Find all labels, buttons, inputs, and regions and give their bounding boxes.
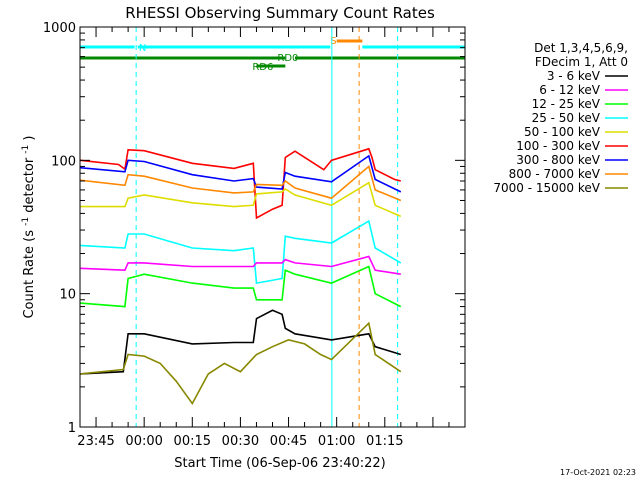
footer-date: 17-Oct-2021 02:23	[560, 468, 636, 477]
x-axis-label: Start Time (06-Sep-06 23:40:22)	[174, 456, 385, 471]
legend-header-1: Det 1,3,4,5,6,9,	[534, 41, 628, 55]
x-tick-label: 00:45	[270, 434, 307, 449]
series-line-7000-15000-kev	[80, 321, 402, 406]
x-tick-label: 00:15	[174, 434, 211, 449]
series-line-50-100-kev	[80, 181, 402, 218]
y-tick-label: 1	[68, 421, 76, 436]
x-tick-label: 23:45	[77, 434, 114, 449]
series-line-100-300-kev	[80, 147, 401, 220]
legend-label-50-100-kev: 50 - 100 keV	[524, 125, 601, 139]
flag-label-rd6: RD6	[252, 62, 273, 73]
flag-label-n: N	[139, 43, 146, 54]
y-axis-label-sup1: -1	[21, 217, 31, 226]
x-tick-label: 01:15	[366, 434, 403, 449]
series-lines	[80, 147, 402, 406]
chart-title: RHESSI Observing Summary Count Rates	[125, 4, 435, 22]
legend-label-12-25-kev: 12 - 25 keV	[532, 97, 601, 111]
flag-label-s: S	[330, 36, 336, 47]
y-axis-label: Count Rate (s -1 detector -1 )	[17, 135, 37, 318]
y-tick-label: 10	[59, 288, 76, 303]
x-tick-label: 00:00	[125, 434, 162, 449]
y-tick-label: 100	[51, 154, 76, 169]
series-line-12-25-kev	[80, 265, 402, 308]
y-axis-label-sup2: -1	[21, 145, 31, 154]
y-axis-label-end: )	[22, 135, 37, 140]
flag-label-rd0: RD0	[277, 53, 298, 64]
y-axis-label-main: Count Rate (s	[22, 230, 37, 319]
legend-label-3-6-kev: 3 - 6 keV	[547, 69, 601, 83]
legend-label-300-800-kev: 300 - 800 keV	[516, 153, 600, 167]
series-line-800-7000-kev	[80, 164, 402, 202]
x-axis-ticks: 23:45 00:00 00:15 00:30 00:45 01:00 01:15	[77, 27, 450, 449]
series-line-25-50-kev	[80, 219, 402, 285]
x-tick-label: 00:30	[222, 434, 259, 449]
legend-label-100-300-kev: 100 - 300 keV	[516, 139, 600, 153]
y-axis-label-mid: detector	[22, 157, 37, 213]
legend-label-6-12-kev: 6 - 12 keV	[539, 83, 601, 97]
legend-label-800-7000-kev: 800 - 7000 keV	[509, 167, 601, 181]
y-tick-label: 1000	[43, 21, 76, 36]
legend: Det 1,3,4,5,6,9, FDecim 1, Att 0 3 - 6 k…	[493, 41, 628, 195]
y-axis-ticks: 1 10 100 1000	[43, 21, 465, 436]
series-line-300-800-kev	[80, 154, 402, 193]
flag-bars: N S RD0 RD6	[80, 36, 465, 73]
legend-label-25-50-kev: 25 - 50 keV	[532, 111, 601, 125]
legend-header-2: FDecim 1, Att 0	[535, 55, 628, 69]
plot-frame	[79, 26, 466, 428]
legend-label-7000-15000-kev: 7000 - 15000 keV	[493, 181, 600, 195]
x-tick-label: 01:00	[318, 434, 355, 449]
series-line-3-6-kev	[80, 309, 402, 375]
series-line-6-12-kev	[80, 255, 401, 275]
